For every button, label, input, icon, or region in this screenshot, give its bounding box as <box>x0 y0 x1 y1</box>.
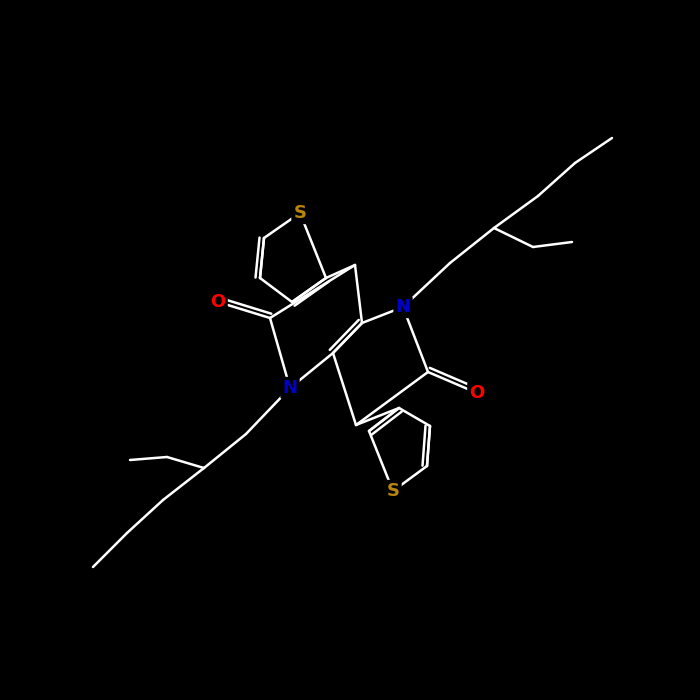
Text: N: N <box>395 298 410 316</box>
Text: S: S <box>386 482 400 500</box>
Text: S: S <box>293 204 307 222</box>
Text: N: N <box>283 379 298 397</box>
Text: O: O <box>211 293 225 311</box>
Text: O: O <box>470 384 484 402</box>
